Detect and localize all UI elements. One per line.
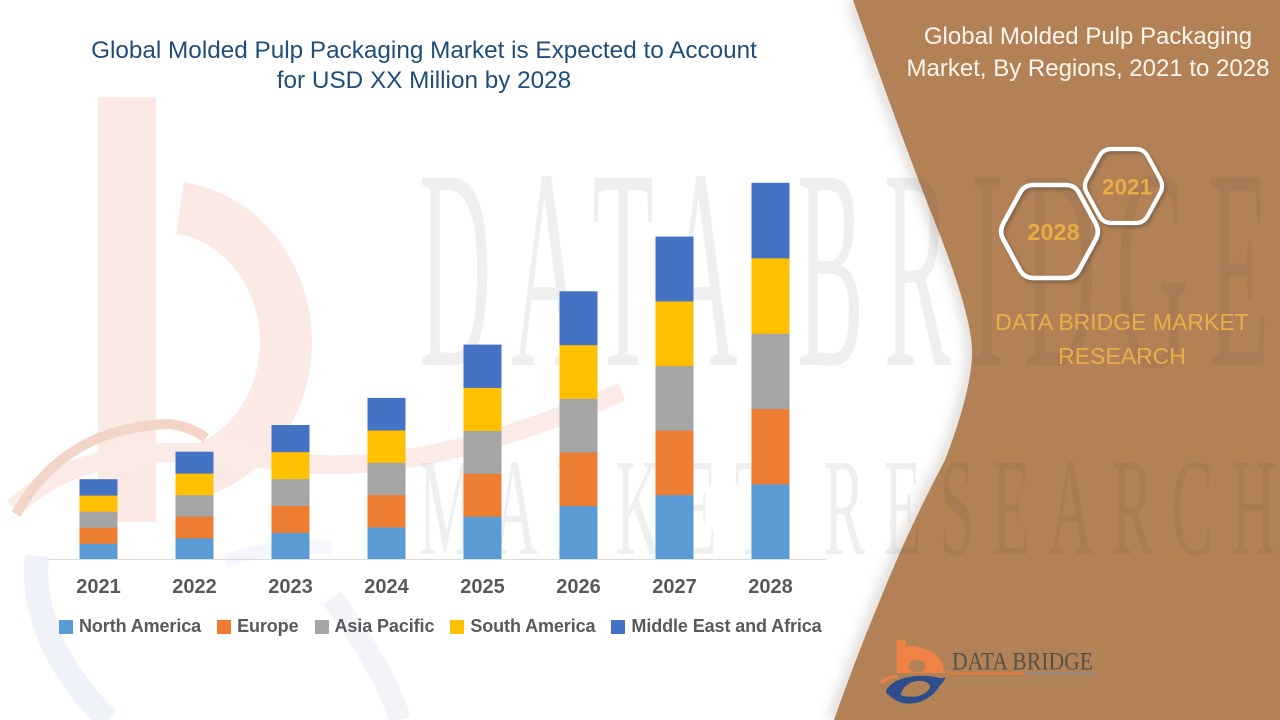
svg-text:2028: 2028 xyxy=(1027,219,1079,245)
svg-text:2021: 2021 xyxy=(1102,175,1152,200)
svg-text:MARKET RESEARCH: MARKET RESEARCH xyxy=(953,676,1090,686)
svg-text:DATA BRIDGE: DATA BRIDGE xyxy=(952,647,1093,676)
